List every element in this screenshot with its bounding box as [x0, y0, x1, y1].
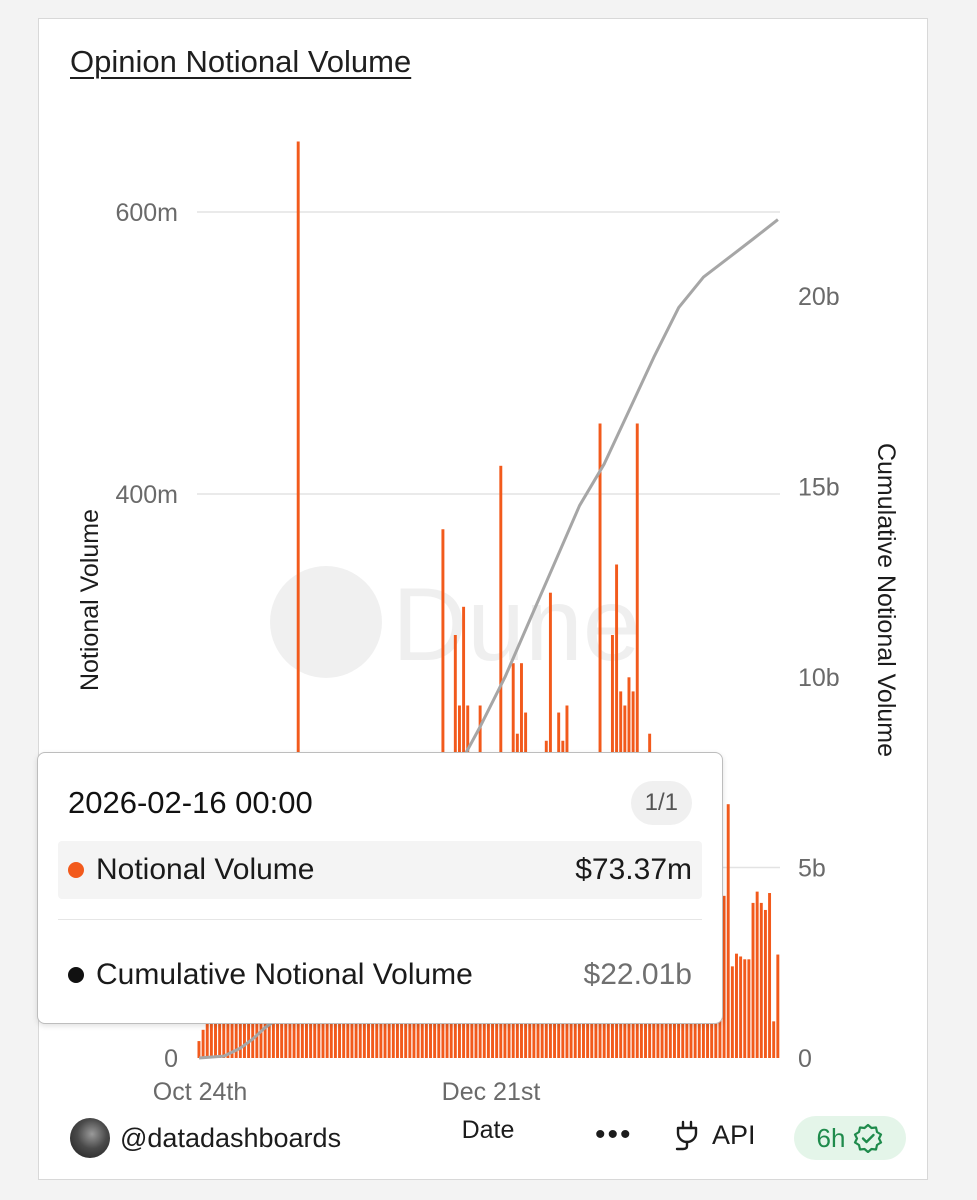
bar — [772, 1021, 776, 1058]
y2-tick-label: 10b — [798, 664, 840, 692]
y2-tick-label: 5b — [798, 855, 826, 883]
watermark-text: Dune — [392, 567, 641, 683]
author-link[interactable]: @datadashboards — [70, 1118, 341, 1158]
tooltip-date: 2026-02-16 00:00 — [68, 785, 313, 820]
bar — [710, 994, 714, 1058]
bar — [214, 998, 217, 1058]
bar — [222, 993, 226, 1058]
bar — [201, 1029, 205, 1058]
y2-tick-label: 0 — [798, 1045, 812, 1073]
bar — [755, 891, 759, 1058]
bar — [197, 1041, 201, 1058]
tooltip-row-notional: Notional Volume $73.37m — [58, 841, 702, 899]
notional-series-dot — [68, 862, 84, 878]
bar — [598, 423, 602, 1058]
bar — [209, 1001, 213, 1058]
bar — [743, 959, 747, 1058]
y-tick-label: 400m — [115, 481, 178, 509]
refresh-interval: 6h — [816, 1122, 846, 1153]
api-label: API — [712, 1119, 756, 1150]
dune-watermark-logo — [270, 566, 382, 678]
chart-title[interactable]: Opinion Notional Volume — [70, 44, 412, 79]
bar — [247, 1015, 251, 1058]
bar — [313, 994, 317, 1058]
tooltip-notional-label: Notional Volume — [96, 853, 315, 886]
y2-tick-label: 20b — [798, 283, 840, 311]
watermark-circle — [270, 566, 382, 678]
bar — [218, 995, 222, 1058]
bar — [309, 1001, 313, 1058]
x-axis-title: Date — [462, 1116, 515, 1144]
bar — [735, 953, 738, 1058]
bar — [226, 990, 230, 1058]
x-tick-label: Dec 21st — [442, 1078, 541, 1106]
bar — [635, 423, 639, 1058]
x-tick-label: Oct 24th — [153, 1078, 248, 1106]
cumulative-series-dot — [68, 967, 84, 983]
bar — [296, 141, 300, 1058]
chart-tooltip: 2026-02-16 00:00 1/1 Notional Volume $73… — [37, 752, 723, 1024]
bar — [768, 893, 772, 1058]
bar — [763, 909, 767, 1058]
bar — [706, 994, 710, 1058]
y2-tick-label: 15b — [798, 474, 840, 502]
verified-check-icon — [854, 1123, 883, 1153]
bar — [730, 966, 734, 1058]
tooltip-row-cumulative: Cumulative Notional Volume $22.01b — [58, 946, 702, 1004]
avatar — [70, 1118, 110, 1158]
bar — [751, 902, 755, 1058]
tooltip-divider — [58, 919, 702, 920]
y-axis-title: Notional Volume — [76, 509, 104, 691]
y2-axis-title: Cumulative Notional Volume — [872, 443, 900, 757]
bar — [739, 956, 743, 1058]
bar — [759, 902, 763, 1058]
tooltip-notional-value: $73.37m — [575, 853, 692, 886]
y-tick-label: 0 — [164, 1045, 178, 1073]
tooltip-page-indicator: 1/1 — [630, 781, 692, 825]
plug-icon — [675, 1120, 698, 1151]
tooltip-cumulative-value: $22.01b — [583, 958, 692, 991]
bar — [776, 954, 780, 1058]
username: @datadashboards — [120, 1122, 342, 1153]
bar — [205, 990, 209, 1058]
refresh-badge[interactable]: 6h — [794, 1116, 906, 1160]
bar — [747, 959, 751, 1058]
tooltip-cumulative-label: Cumulative Notional Volume — [96, 958, 473, 991]
bar — [722, 895, 726, 1058]
y-tick-label: 600m — [115, 199, 178, 227]
more-options-button[interactable]: ••• — [595, 1118, 633, 1151]
bar — [726, 804, 730, 1058]
api-button[interactable]: API — [672, 1118, 756, 1152]
